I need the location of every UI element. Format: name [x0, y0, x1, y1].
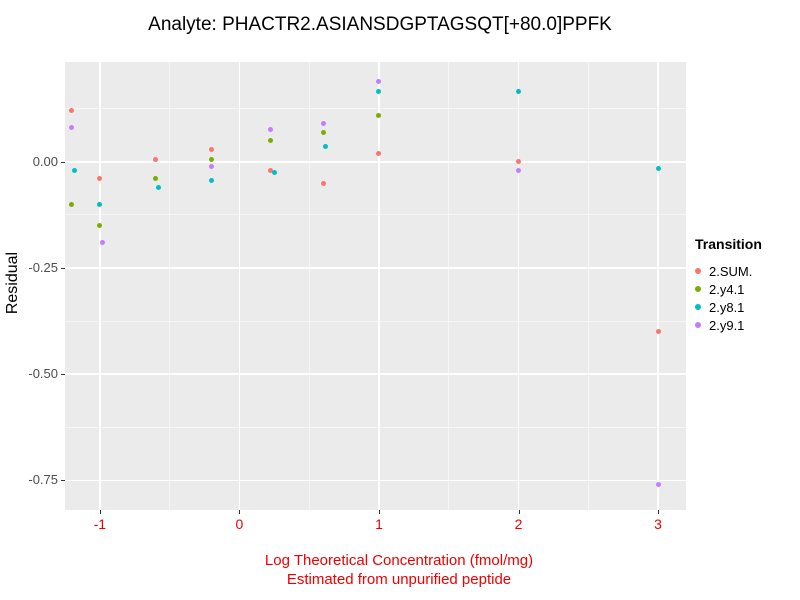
gridline-x-major — [238, 62, 241, 510]
legend-item-label: 2.y4.1 — [709, 281, 745, 297]
y-tick-mark — [61, 267, 65, 269]
gridline-x-minor — [308, 62, 310, 510]
legend-key-dot — [695, 268, 701, 274]
x-tick-label: 2 — [514, 516, 523, 532]
data-point-2.SUM. — [209, 146, 215, 152]
x-axis-label-line2: Estimated from unpurified peptide — [286, 571, 512, 588]
gridline-x-major — [99, 62, 101, 510]
data-point-2.y4.1 — [97, 222, 103, 228]
data-point-2.y4.1 — [376, 112, 382, 118]
legend-key-dot — [695, 286, 701, 292]
gridline-x-minor — [448, 62, 450, 510]
legend-item-label: 2.SUM. — [709, 263, 753, 279]
x-tick-label: 1 — [375, 516, 383, 532]
data-point-2.SUM. — [376, 150, 382, 156]
gridline-x-major — [378, 62, 380, 510]
data-point-2.y4.1 — [69, 201, 75, 207]
gridline-y-major — [65, 161, 686, 163]
legend-item-2.y9.1: 2.y9.1 — [695, 316, 762, 334]
gridline-x-minor — [169, 62, 171, 510]
y-tick-label: -0.50 — [28, 366, 58, 382]
data-point-2.SUM. — [320, 180, 326, 186]
legend-key-dot — [695, 322, 701, 328]
x-tick-mark — [658, 510, 660, 514]
x-axis-label-line1: Log Theoretical Concentration (fmol/mg) — [264, 552, 534, 569]
x-tick-label: 0 — [235, 516, 244, 532]
x-tick-mark — [518, 510, 520, 514]
legend-item-2.SUM.: 2.SUM. — [695, 262, 762, 280]
data-point-2.y8.1 — [97, 201, 103, 207]
gridline-y-minor — [65, 214, 686, 216]
data-point-2.y4.1 — [320, 129, 326, 135]
data-point-2.SUM. — [655, 329, 661, 335]
data-point-2.SUM. — [69, 108, 75, 114]
data-point-2.y8.1 — [516, 89, 522, 95]
y-tick-mark — [61, 480, 65, 482]
legend-items: 2.SUM. 2.y4.1 2.y8.1 2.y9.1 — [695, 262, 762, 334]
data-point-2.y9.1 — [209, 163, 215, 169]
y-tick-label: -0.25 — [28, 259, 58, 275]
data-point-2.y9.1 — [516, 167, 522, 173]
legend-key-dot — [695, 304, 701, 310]
gridline-y-major — [65, 373, 686, 375]
data-point-2.SUM. — [97, 176, 103, 182]
data-point-2.y8.1 — [376, 89, 382, 95]
legend-item-2.y4.1: 2.y4.1 — [695, 280, 762, 298]
data-point-2.y9.1 — [267, 127, 273, 133]
legend-item-label: 2.y9.1 — [709, 317, 745, 333]
gridline-x-major — [657, 62, 659, 510]
data-point-2.SUM. — [153, 157, 159, 163]
x-tick-mark — [378, 510, 380, 514]
gridline-y-minor — [65, 320, 686, 322]
data-point-2.y9.1 — [100, 239, 106, 245]
data-point-2.y4.1 — [267, 138, 273, 144]
x-tick-label: 3 — [654, 516, 662, 532]
data-point-2.y8.1 — [655, 165, 661, 171]
gridline-x-minor — [587, 62, 589, 510]
data-point-2.y9.1 — [320, 121, 326, 127]
gridline-y-minor — [65, 426, 686, 428]
data-point-2.y9.1 — [376, 78, 382, 84]
x-tick-mark — [239, 510, 241, 514]
plot-panel — [65, 62, 686, 510]
y-tick-label: -0.75 — [28, 472, 58, 488]
gridline-y-major — [65, 479, 686, 482]
data-point-2.y8.1 — [209, 178, 215, 184]
gridline-y-minor — [65, 108, 686, 110]
y-tick-mark — [61, 161, 65, 163]
x-axis-label: Log Theoretical Concentration (fmol/mg) … — [36, 551, 762, 589]
y-axis-label: Residual — [4, 251, 21, 315]
gridline-x-major — [517, 62, 520, 510]
data-point-2.y8.1 — [155, 184, 161, 190]
legend-item-2.y8.1: 2.y8.1 — [695, 298, 762, 316]
data-point-2.SUM. — [267, 167, 273, 173]
data-point-2.y8.1 — [72, 167, 78, 173]
legend: Transition 2.SUM. 2.y4.1 2.y8.1 2.y9.1 — [695, 236, 762, 334]
y-tick-mark — [61, 374, 65, 376]
x-tick-label: -1 — [93, 516, 107, 532]
data-point-2.y8.1 — [323, 144, 329, 150]
data-point-2.SUM. — [516, 159, 522, 165]
legend-item-label: 2.y8.1 — [709, 299, 745, 315]
data-point-2.y8.1 — [271, 169, 277, 175]
legend-title: Transition — [695, 236, 762, 252]
data-point-2.y4.1 — [153, 176, 159, 182]
data-point-2.y4.1 — [209, 157, 215, 163]
gridline-y-major — [65, 267, 686, 269]
data-point-2.y9.1 — [655, 482, 661, 488]
data-point-2.y9.1 — [69, 125, 75, 131]
chart-title: Analyte: PHACTR2.ASIANSDGPTAGSQT[+80.0]P… — [148, 14, 612, 35]
y-tick-label: 0.00 — [32, 153, 58, 169]
x-tick-mark — [99, 510, 101, 514]
